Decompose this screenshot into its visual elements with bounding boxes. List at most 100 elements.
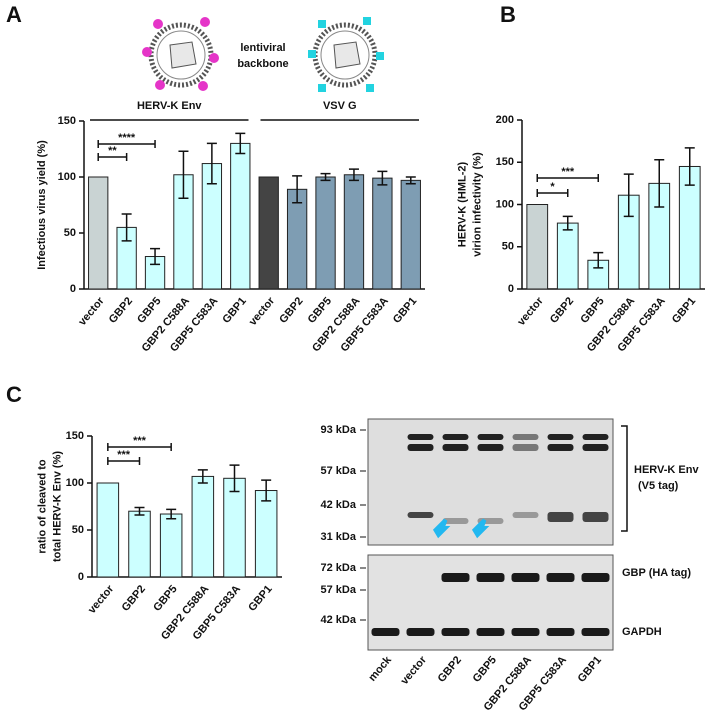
- blot-label: GBP (HA tag): [622, 567, 691, 579]
- bar: [372, 177, 393, 290]
- y-tick-label: 150: [58, 115, 76, 127]
- blot-bracket: [621, 425, 628, 532]
- error-bar: [562, 215, 573, 231]
- marker-label: 42 kDa: [321, 499, 357, 511]
- band: [476, 573, 505, 582]
- error-bar: [166, 508, 177, 520]
- error-bar: [150, 247, 161, 266]
- band: [581, 628, 610, 636]
- bar: [223, 477, 246, 578]
- y-axis-label: HERV-K (HML-2): [456, 161, 468, 247]
- band: [547, 434, 574, 440]
- band: [442, 434, 469, 440]
- band: [582, 512, 609, 522]
- significance-label: ***: [117, 449, 131, 461]
- x-tick-label: vector: [247, 295, 278, 329]
- significance-bracket: [97, 140, 156, 148]
- x-tick-label: GBP1: [670, 295, 698, 326]
- y-tick-label: 50: [502, 241, 514, 253]
- band: [441, 573, 470, 582]
- illustration-label: lentiviral: [240, 42, 285, 54]
- y-axis-label: virion infectivity (%): [471, 152, 483, 257]
- band: [442, 444, 469, 451]
- marker-label: 57 kDa: [321, 584, 357, 596]
- significance-label: *: [550, 181, 555, 193]
- x-tick-label: GBP5: [306, 295, 334, 326]
- error-bar: [593, 251, 604, 269]
- marker-label: 42 kDa: [321, 614, 357, 626]
- group-label: HERV-K Env: [137, 100, 202, 112]
- error-bar: [292, 175, 303, 204]
- y-tick-label: 50: [72, 524, 84, 536]
- x-tick-label: GBP2: [277, 295, 305, 326]
- significance-label: **: [108, 145, 117, 157]
- lane-label: GBP2: [436, 654, 464, 685]
- band: [407, 434, 434, 440]
- band: [406, 628, 435, 636]
- y-axis-label: Infectious virus yield (%): [36, 140, 48, 270]
- bar: [315, 176, 336, 290]
- y-tick-label: 150: [496, 156, 514, 168]
- error-bar: [235, 132, 246, 155]
- error-bar: [229, 464, 240, 493]
- arrow: [471, 518, 490, 539]
- y-tick-label: 0: [508, 283, 514, 295]
- band: [582, 434, 609, 440]
- y-tick-label: 0: [78, 571, 84, 583]
- band: [477, 444, 504, 451]
- blot-label: GAPDH: [622, 626, 662, 638]
- band: [477, 434, 504, 440]
- error-bar: [261, 479, 272, 502]
- band: [371, 628, 400, 636]
- bar: [159, 513, 183, 578]
- x-tick-label: GBP2: [548, 295, 576, 326]
- error-bar: [623, 173, 634, 218]
- significance-bracket: [107, 457, 141, 465]
- significance-label: ****: [118, 132, 136, 144]
- marker-label: 72 kDa: [321, 562, 357, 574]
- illustration-label: backbone: [237, 58, 288, 70]
- lane-label: mock: [366, 653, 394, 683]
- band: [512, 434, 539, 440]
- band: [582, 444, 609, 451]
- error-bar: [654, 158, 665, 208]
- y-axis-label: total HERV-K Env (%): [51, 451, 63, 562]
- bar: [128, 510, 151, 578]
- bar: [96, 482, 120, 578]
- x-tick-label: GBP1: [220, 295, 248, 326]
- marker-label: 57 kDa: [321, 465, 357, 477]
- marker-label: 93 kDa: [321, 424, 357, 436]
- error-bar: [134, 506, 145, 516]
- band: [546, 628, 575, 636]
- error-bar: [178, 150, 189, 200]
- significance-bracket: [97, 153, 128, 161]
- band: [547, 444, 574, 451]
- x-tick-label: GBP2: [120, 583, 148, 614]
- x-tick-label: vector: [515, 295, 546, 329]
- band: [407, 444, 434, 451]
- band: [511, 573, 540, 582]
- x-tick-label: vector: [76, 295, 107, 329]
- panel-letter: B: [500, 2, 516, 27]
- significance-label: ***: [133, 435, 147, 447]
- bar: [286, 188, 308, 290]
- panel-letter: A: [6, 2, 22, 27]
- significance-bracket: [536, 174, 599, 182]
- x-tick-label: GBP5: [151, 583, 179, 614]
- band: [407, 512, 434, 518]
- y-tick-label: 150: [66, 430, 84, 442]
- y-tick-label: 0: [70, 283, 76, 295]
- band: [511, 628, 540, 636]
- y-tick-label: 200: [496, 114, 514, 126]
- band: [442, 518, 469, 524]
- band: [546, 573, 575, 582]
- error-bar: [197, 469, 208, 484]
- lane-label: GBP1: [576, 654, 604, 685]
- band: [476, 628, 505, 636]
- error-bar: [206, 142, 217, 185]
- band: [441, 628, 470, 636]
- error-bar: [348, 168, 359, 182]
- bar: [88, 176, 109, 290]
- bar: [526, 204, 549, 290]
